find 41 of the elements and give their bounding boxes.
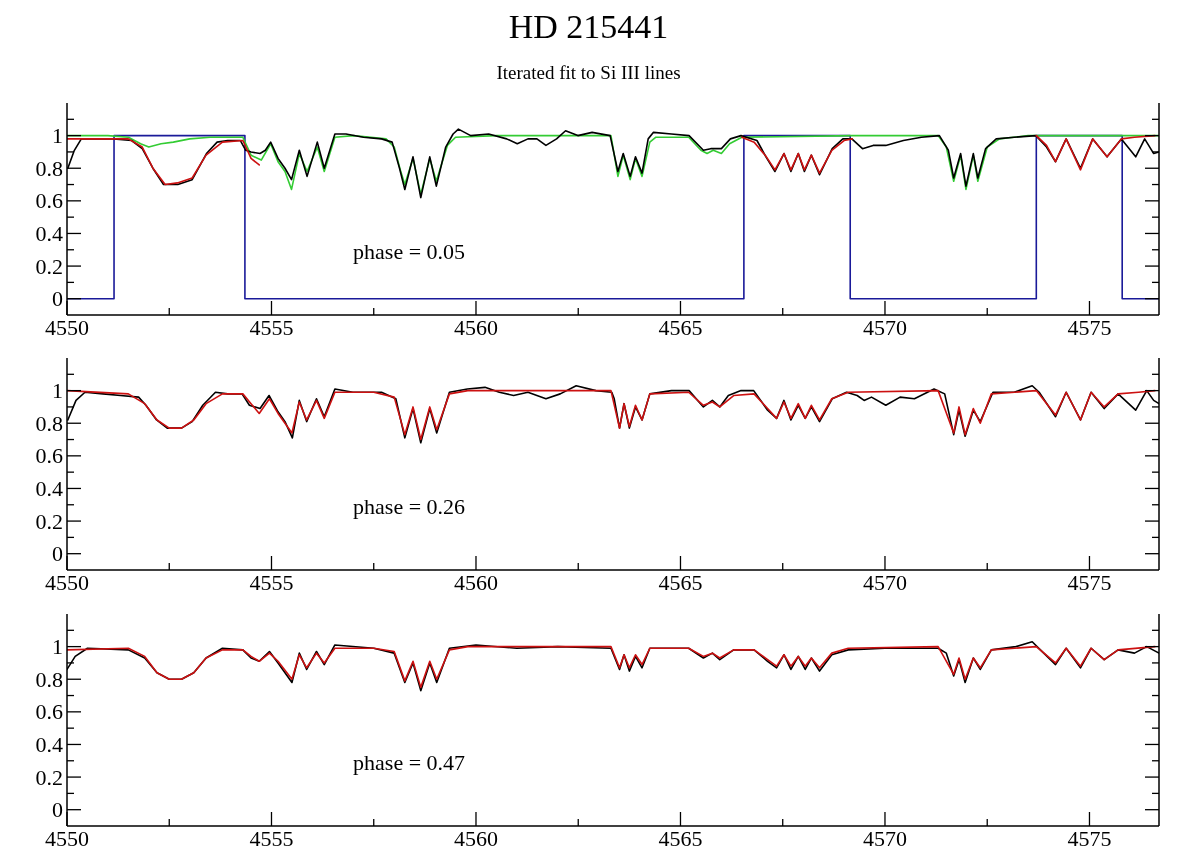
y-tick-label: 0.8: [35, 155, 63, 181]
x-tick-label: 4550: [45, 570, 89, 595]
y-tick-label: 0.6: [35, 443, 63, 469]
y-tick-label: 1: [52, 378, 63, 404]
x-tick-label: 4570: [862, 826, 907, 851]
chart-title: HD 215441: [507, 8, 670, 46]
annotation: phase = 0.26: [353, 493, 466, 520]
x-tick-label: 4570: [862, 315, 907, 340]
y-tick-label: 0.2: [35, 764, 63, 790]
y-tick-label: 0.4: [35, 731, 63, 757]
x-tick-label: 4565: [658, 315, 703, 340]
y-tick-label: 0: [52, 286, 63, 312]
y-tick-label: 0.2: [35, 508, 63, 534]
y-tick-label: 1: [52, 123, 63, 149]
x-tick-label: 4550: [45, 315, 89, 340]
x-tick-label: 4575: [1067, 570, 1112, 595]
x-tick-label: 4555: [249, 315, 294, 340]
chart-subtitle: Iterated fit to Si III lines: [495, 62, 682, 84]
y-tick-label: 0: [52, 541, 63, 567]
y-tick-label: 0.6: [35, 699, 63, 725]
x-tick-label: 4560: [453, 826, 498, 851]
x-tick-label: 4565: [658, 826, 703, 851]
x-tick-label: 4560: [453, 570, 498, 595]
x-tick-label: 4550: [45, 826, 89, 851]
y-tick-label: 0.4: [35, 220, 63, 246]
annotation: phase = 0.05: [353, 238, 466, 265]
y-tick-label: 0.8: [35, 666, 63, 692]
y-tick-label: 0: [52, 797, 63, 823]
x-tick-label: 4560: [453, 315, 498, 340]
x-tick-label: 4555: [249, 826, 294, 851]
x-tick-label: 4555: [249, 570, 294, 595]
y-tick-label: 0.6: [35, 188, 63, 214]
y-tick-label: 0.8: [35, 410, 63, 436]
x-tick-label: 4575: [1067, 826, 1112, 851]
x-tick-label: 4565: [658, 570, 703, 595]
y-tick-label: 0.2: [35, 253, 63, 279]
annotation: phase = 0.47: [353, 749, 466, 776]
y-tick-label: 1: [52, 634, 63, 660]
y-tick-label: 0.4: [35, 475, 63, 501]
x-tick-label: 4570: [862, 570, 907, 595]
x-tick-label: 4575: [1067, 315, 1112, 340]
